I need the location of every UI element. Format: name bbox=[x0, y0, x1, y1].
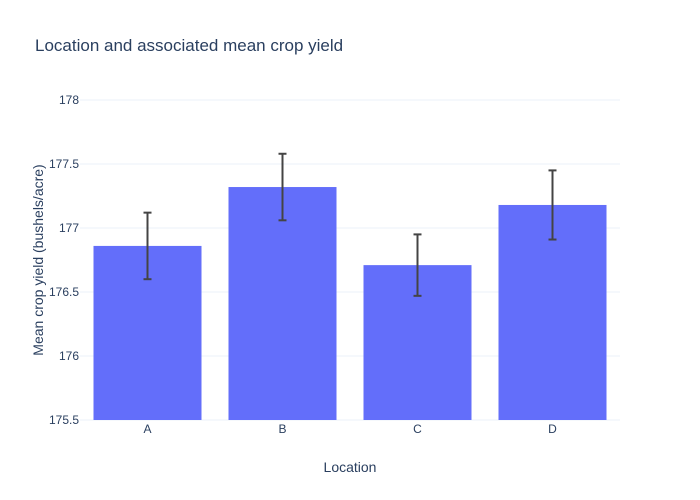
error-bar-C bbox=[413, 233, 422, 297]
error-bar-A bbox=[143, 211, 152, 281]
chart-title: Location and associated mean crop yield bbox=[35, 36, 343, 55]
bar-B bbox=[228, 187, 337, 420]
bars bbox=[93, 187, 607, 420]
y-tick-label: 177.5 bbox=[49, 157, 79, 171]
x-tick-label: C bbox=[413, 422, 422, 436]
x-tick-label: A bbox=[143, 422, 151, 436]
y-axis-ticks: 175.5 176 176.5 177 177.5 178 bbox=[49, 93, 79, 427]
error-bar-B bbox=[278, 152, 287, 222]
y-axis-title: Mean crop yield (bushels/acre) bbox=[30, 164, 46, 355]
x-axis-title: Location bbox=[324, 459, 377, 475]
x-axis-ticks: A B C D bbox=[143, 422, 557, 436]
x-tick-label: D bbox=[548, 422, 557, 436]
error-bar-D bbox=[548, 169, 557, 241]
error-bars bbox=[143, 152, 557, 297]
y-tick-label: 176 bbox=[59, 349, 79, 363]
y-tick-label: 178 bbox=[59, 93, 79, 107]
y-tick-label: 177 bbox=[59, 221, 79, 235]
y-tick-label: 175.5 bbox=[49, 413, 79, 427]
bar-D bbox=[498, 204, 607, 420]
y-tick-label: 176.5 bbox=[49, 285, 79, 299]
x-tick-label: B bbox=[278, 422, 286, 436]
